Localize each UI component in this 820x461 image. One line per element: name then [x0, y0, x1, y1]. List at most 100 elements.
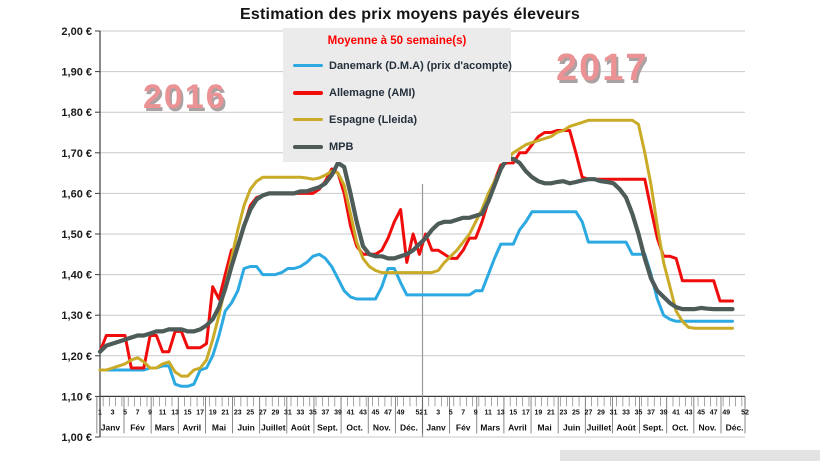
month-label: Mai: [538, 422, 552, 432]
month-label: Nov.: [373, 422, 391, 432]
week-label: 1: [98, 409, 102, 416]
week-label: 25: [572, 409, 580, 416]
year-label-2016: 2016: [143, 78, 227, 116]
week-label: 45: [372, 409, 380, 416]
week-label: 47: [710, 409, 718, 416]
week-label: 33: [296, 409, 304, 416]
y-axis-label: 1,70 €: [61, 148, 92, 160]
month-label: Juillet: [261, 422, 286, 432]
month-label: Juillet: [587, 422, 612, 432]
week-label: 19: [209, 409, 217, 416]
month-label: Fév: [456, 422, 471, 432]
week-label: 5: [449, 409, 453, 416]
week-label: 9: [474, 409, 478, 416]
month-label: Fév: [130, 422, 145, 432]
month-label: Mars: [480, 422, 500, 432]
series-line-espagne: [98, 118, 734, 378]
week-label: 31: [284, 409, 292, 416]
week-label: 47: [384, 409, 392, 416]
y-axis-label: 1,00 €: [61, 432, 92, 444]
legend-item-danemark: Danemark (D.M.A) (prix d'acompte): [283, 52, 512, 79]
week-label: 23: [559, 409, 567, 416]
week-label: 37: [647, 409, 655, 416]
bottom-right-artifact: [560, 450, 820, 461]
week-label: 39: [660, 409, 668, 416]
series-line-mpb: [97, 156, 735, 354]
week-label: 41: [672, 409, 680, 416]
week-label: 52: [415, 409, 423, 416]
week-label: 43: [359, 409, 367, 416]
week-label: 45: [697, 409, 705, 416]
y-axis-label: 2,00 €: [61, 26, 92, 38]
month-label: Juin: [237, 422, 254, 432]
legend-label-espagne: Espagne (Lleida): [329, 113, 418, 126]
y-axis-label: 1,90 €: [61, 67, 92, 79]
week-label: 49: [397, 409, 405, 416]
legend-item-mpb: MPB: [283, 133, 511, 160]
y-axis-label: 1,40 €: [61, 270, 92, 282]
month-label: Avril: [508, 422, 527, 432]
week-label: 35: [309, 409, 317, 416]
week-label: 27: [259, 409, 267, 416]
month-label: Oct.: [672, 422, 689, 432]
chart-title: Estimation des prix moyens payés éleveur…: [240, 6, 580, 23]
week-label: 9: [148, 409, 152, 416]
month-label: Août: [616, 422, 636, 432]
series-line-allemagne: [98, 129, 734, 370]
legend-swatch-mpb: [293, 144, 323, 149]
month-label: Avril: [183, 422, 202, 432]
week-label: 25: [246, 409, 254, 416]
week-label: 7: [136, 409, 140, 416]
week-label: 35: [635, 409, 643, 416]
week-label: 29: [597, 409, 605, 416]
week-label: 17: [522, 409, 530, 416]
month-label: Sept.: [643, 422, 664, 432]
week-label: 27: [585, 409, 593, 416]
week-label: 43: [685, 409, 693, 416]
legend-swatch-danemark: [293, 64, 323, 67]
legend-note: Moyenne à 50 semaine(s): [327, 35, 467, 47]
series-line-danemark: [98, 210, 734, 388]
week-label: 5: [123, 409, 127, 416]
week-label: 29: [271, 409, 279, 416]
legend-label-danemark: Danemark (D.M.A) (prix d'acompte): [329, 59, 512, 72]
y-axis-label: 1,20 €: [61, 351, 92, 363]
week-label: 49: [722, 409, 730, 416]
week-label: 13: [497, 409, 505, 416]
legend-item-espagne: Espagne (Lleida): [283, 106, 511, 133]
week-label: 13: [171, 409, 179, 416]
week-label: 21: [547, 409, 555, 416]
week-label: 52: [741, 409, 749, 416]
week-label: 39: [334, 409, 342, 416]
legend-swatch-espagne: [293, 118, 323, 121]
legend-label-mpb: MPB: [329, 140, 354, 153]
month-label: Juin: [563, 422, 580, 432]
week-label: 1: [424, 409, 428, 416]
week-label: 31: [610, 409, 618, 416]
y-axis-label: 1,80 €: [61, 107, 92, 119]
week-label: 15: [509, 409, 517, 416]
legend-items: Danemark (D.M.A) (prix d'acompte) Allemag…: [283, 52, 512, 160]
y-axis-label: 1,30 €: [61, 310, 92, 322]
legend-label-allemagne: Allemagne (AMI): [329, 86, 416, 99]
week-label: 11: [159, 409, 167, 416]
week-label: 33: [622, 409, 630, 416]
year-label-2017: 2017: [556, 47, 649, 89]
week-label: 3: [111, 409, 115, 416]
month-label: Sept.: [317, 422, 338, 432]
y-axis-label: 1,10 €: [61, 391, 92, 403]
week-label: 19: [534, 409, 542, 416]
legend-item-allemagne: Allemagne (AMI): [283, 79, 511, 106]
week-label: 15: [184, 409, 192, 416]
week-label: 17: [196, 409, 204, 416]
month-label: Janv: [101, 422, 121, 432]
y-axis-label: 1,60 €: [61, 188, 92, 200]
week-label: 21: [221, 409, 229, 416]
week-label: 23: [234, 409, 242, 416]
month-label: Déc.: [400, 422, 418, 432]
month-label: Mai: [212, 422, 226, 432]
month-label: Janv: [426, 422, 446, 432]
month-label: Déc.: [726, 422, 744, 432]
week-label: 37: [322, 409, 330, 416]
